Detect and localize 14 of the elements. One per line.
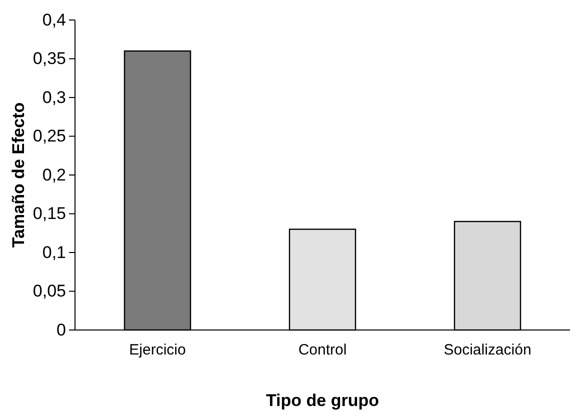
x-axis-title: Tipo de grupo: [266, 391, 380, 410]
y-tick-label: 0,25: [32, 126, 66, 146]
y-tick-label: 0,2: [42, 165, 66, 184]
y-tick-label: 0,1: [42, 242, 66, 262]
y-tick-label: 0,35: [32, 49, 66, 68]
x-tick-label: Control: [298, 342, 347, 359]
x-tick-label: Socialización: [444, 342, 532, 359]
y-tick-label: 0,3: [42, 88, 66, 107]
y-axis-title: Tamaño de Efecto: [9, 102, 28, 248]
x-tick-label: Ejercicio: [129, 342, 186, 359]
y-tick-label: 0,05: [32, 282, 66, 301]
y-tick-label: 0,15: [32, 204, 66, 224]
y-tick-label: 0,4: [42, 10, 66, 30]
y-tick-label: 0: [56, 320, 66, 340]
